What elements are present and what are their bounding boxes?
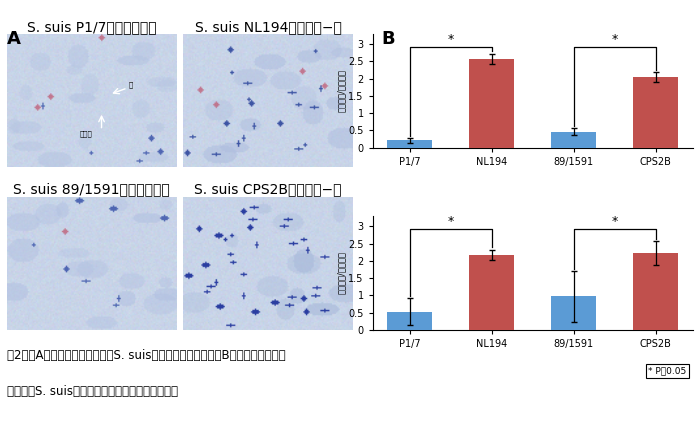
Bar <box>634 77 678 148</box>
Text: A: A <box>7 30 21 48</box>
Bar <box>387 312 433 330</box>
Text: 血小板: 血小板 <box>79 130 92 137</box>
Text: 英膜欠損S. suis株の豚および人血小板への付着能: 英膜欠損S. suis株の豚および人血小板への付着能 <box>7 385 178 398</box>
Bar <box>470 255 514 330</box>
Text: * P＜0.05: * P＜0.05 <box>648 366 687 375</box>
Title: S. suis P1/7株（英膜＋）: S. suis P1/7株（英膜＋） <box>27 20 157 34</box>
Text: 図2　（A）豚血小板に付着したS. suis株のギムザ染色像　（B）英膜発現および: 図2 （A）豚血小板に付着したS. suis株のギムザ染色像 （B）英膜発現およ… <box>7 349 286 362</box>
Text: *: * <box>612 33 618 46</box>
Title: S. suis 89/1591株（英膜＋）: S. suis 89/1591株（英膜＋） <box>13 183 170 197</box>
Title: S. suis CPS2B株（英膜−）: S. suis CPS2B株（英膜−） <box>195 183 342 197</box>
Text: *: * <box>448 215 454 228</box>
Title: S. suis NL194株（英膜−）: S. suis NL194株（英膜−） <box>195 20 342 34</box>
Text: B: B <box>382 30 395 48</box>
Bar <box>470 59 514 148</box>
Y-axis label: 付着菌数/人血小板: 付着菌数/人血小板 <box>337 252 346 294</box>
Text: *: * <box>448 33 454 46</box>
Bar <box>387 140 433 148</box>
Text: 菌: 菌 <box>129 82 133 88</box>
Text: *: * <box>612 215 618 228</box>
Bar <box>634 253 678 330</box>
Bar <box>552 132 596 148</box>
Y-axis label: 付着菌数/豚血小板: 付着菌数/豚血小板 <box>337 69 346 112</box>
Bar <box>552 297 596 330</box>
